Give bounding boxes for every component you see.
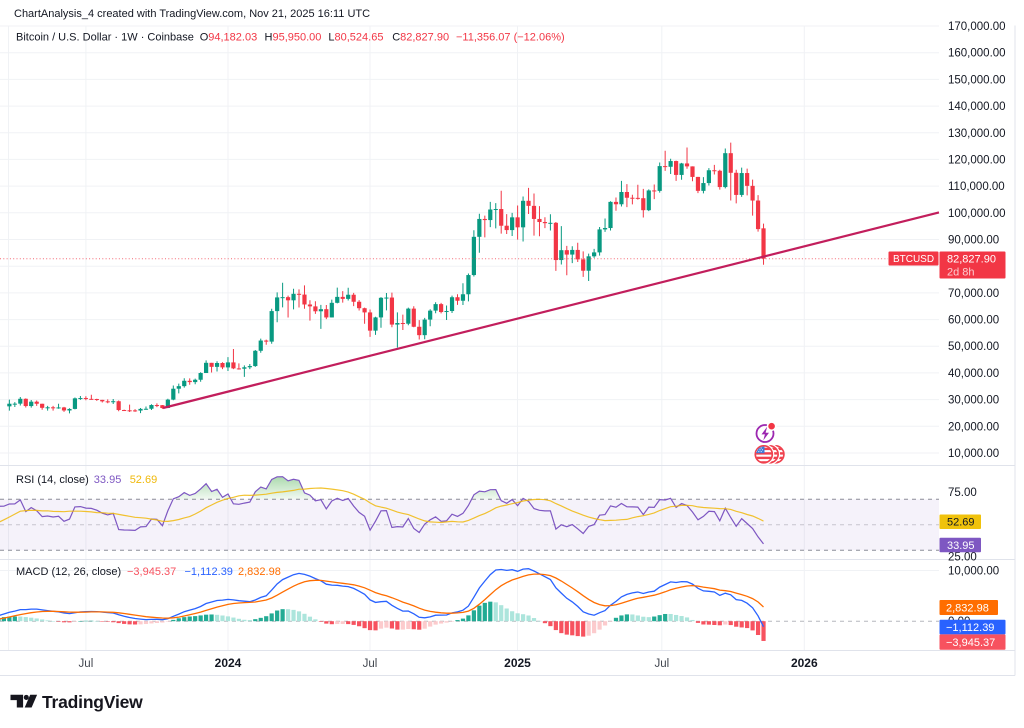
svg-text:33.95: 33.95 (947, 540, 975, 552)
svg-text:70,000.00: 70,000.00 (948, 288, 999, 300)
svg-text:2026: 2026 (791, 656, 818, 670)
svg-text:110,000.00: 110,000.00 (948, 181, 1005, 193)
svg-text:150,000.00: 150,000.00 (948, 74, 1006, 86)
svg-text:60,000.00: 60,000.00 (948, 315, 999, 327)
svg-text:2025: 2025 (504, 656, 531, 670)
svg-text:20,000.00: 20,000.00 (948, 421, 999, 433)
svg-text:50,000.00: 50,000.00 (948, 341, 999, 353)
svg-text:82,827.90: 82,827.90 (947, 253, 996, 265)
svg-text:40,000.00: 40,000.00 (948, 368, 999, 380)
svg-text:BTCUSD: BTCUSD (893, 254, 934, 265)
svg-text:2,832.98: 2,832.98 (946, 603, 989, 615)
svg-text:170,000.00: 170,000.00 (948, 21, 1006, 33)
svg-text:30,000.00: 30,000.00 (948, 395, 999, 407)
svg-text:−1,112.39: −1,112.39 (946, 622, 994, 634)
svg-text:Bitcoin / U.S. Dollar · 1W · C: Bitcoin / U.S. Dollar · 1W · Coinbase O94… (16, 32, 565, 44)
svg-text:Jul: Jul (654, 658, 669, 670)
svg-text:ChartAnalysis_4 created with T: ChartAnalysis_4 created with TradingView… (14, 8, 370, 20)
svg-text:130,000.00: 130,000.00 (948, 128, 1006, 140)
svg-text:25.00: 25.00 (948, 552, 977, 564)
svg-text:75.00: 75.00 (948, 487, 977, 499)
svg-text:10,000.00: 10,000.00 (948, 448, 999, 460)
svg-text:100,000.00: 100,000.00 (948, 208, 1006, 220)
svg-text:MACD (12, 26, close)−3,945.37−: MACD (12, 26, close) −3,945.37 −1,112.39 2,… (16, 566, 281, 578)
svg-text:10,000.00: 10,000.00 (948, 566, 999, 578)
svg-text:160,000.00: 160,000.00 (948, 48, 1006, 60)
svg-text:TradingView: TradingView (42, 692, 143, 712)
svg-text:2024: 2024 (215, 656, 242, 670)
svg-text:120,000.00: 120,000.00 (948, 154, 1006, 166)
svg-text:140,000.00: 140,000.00 (948, 101, 1006, 113)
svg-text:Jul: Jul (363, 658, 378, 670)
svg-text:52.69: 52.69 (947, 517, 975, 529)
svg-text:90,000.00: 90,000.00 (948, 235, 999, 247)
svg-text:Jul: Jul (79, 658, 94, 670)
svg-text:−3,945.37: −3,945.37 (946, 637, 995, 649)
svg-text:2d 8h: 2d 8h (947, 266, 975, 278)
